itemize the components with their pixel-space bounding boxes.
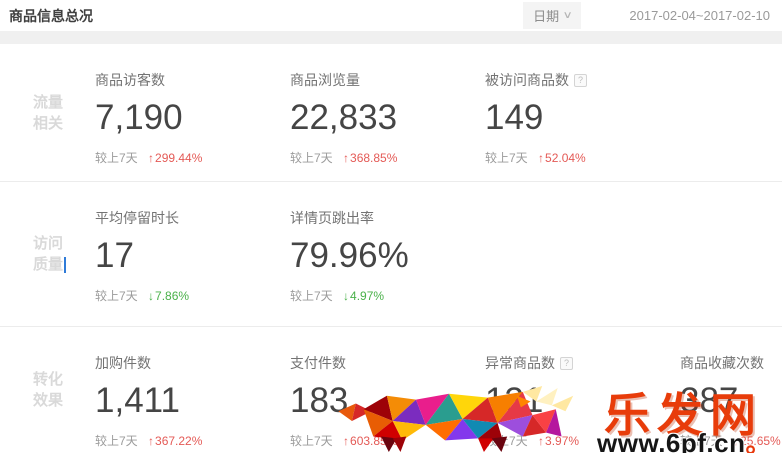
metric-label: 异常商品数 (485, 355, 555, 371)
metric-detail-bounce-rate: 详情页跳出率 79.96% 较上7天 ↓4.97% (290, 182, 485, 326)
compare-label: 较上7天 (95, 434, 138, 448)
up-arrow-icon: ↑ (538, 434, 545, 448)
change-percent: ↑368.85% (343, 151, 398, 165)
header: 商品信息总况 日期 ∨ 2017-02-04~2017-02-10 (0, 0, 782, 31)
metric-value: 1,411 (95, 381, 180, 420)
section-conversion-label: 转化 效果 (33, 370, 64, 409)
metric-visited-products: 被访问商品数 ? 149 较上7天 ↑52.04% (485, 44, 680, 181)
compare-label: 较上7天 (95, 289, 138, 303)
down-arrow-icon: ↓ (343, 289, 350, 303)
watermark-site-url: www.6pf.cn。 (597, 423, 772, 453)
help-icon[interactable]: ? (574, 73, 587, 87)
metric-value: 149 (485, 98, 544, 137)
metrics-row: 平均停留时长 17 较上7天 ↓7.86% 详情页跳出率 79.96% 较上7天… (95, 182, 485, 326)
metric-label: 详情页跳出率 (290, 210, 374, 226)
watermark-site-name: 乐发网 (604, 389, 763, 441)
metric-product-pageviews: 商品浏览量 22,833 较上7天 ↑368.85% (290, 44, 485, 181)
up-arrow-icon: ↑ (148, 151, 155, 165)
up-arrow-icon: ↑ (733, 434, 740, 448)
metric-label: 商品收藏次数 (680, 355, 764, 371)
date-filter-label: 日期 (533, 9, 560, 24)
metric-value: 17 (95, 236, 134, 275)
metric-value: 183 (290, 381, 349, 420)
section-visit-quality: 访问 质量 平均停留时长 17 较上7天 ↓7.86% 详情页跳出率 79.96… (0, 182, 782, 327)
metric-product-favorites: 商品收藏次数 387 较上7天 ↑25.65% (680, 327, 782, 452)
text-cursor-artifact (64, 257, 67, 274)
compare-label: 较上7天 (290, 434, 333, 448)
up-arrow-icon: ↑ (343, 434, 350, 448)
watermark-bull-logo (338, 386, 574, 452)
up-arrow-icon: ↑ (343, 151, 350, 165)
date-range-value: 2017-02-04~2017-02-10 (629, 8, 770, 23)
metric-avg-stay-duration: 平均停留时长 17 较上7天 ↓7.86% (95, 182, 290, 326)
change-percent: ↑299.44% (148, 151, 203, 165)
change-percent: ↓4.97% (343, 289, 385, 303)
change-percent: ↑52.04% (538, 151, 586, 165)
compare-label: 较上7天 (485, 151, 528, 165)
metrics-row: 商品访客数 7,190 较上7天 ↑299.44% 商品浏览量 22,833 较… (95, 44, 680, 181)
down-arrow-icon: ↓ (148, 289, 155, 303)
section-traffic: 流量 相关 商品访客数 7,190 较上7天 ↑299.44% 商品浏览量 22… (0, 44, 782, 182)
metric-product-visitors: 商品访客数 7,190 较上7天 ↑299.44% (95, 44, 290, 181)
change-percent: ↑25.65% (733, 434, 781, 448)
metric-cart-adds: 加购件数 1,411 较上7天 ↑367.22% (95, 327, 290, 452)
chevron-down-icon: ∨ (562, 10, 573, 21)
change-percent: ↓7.86% (148, 289, 190, 303)
metric-value: 7,190 (95, 98, 183, 137)
header-divider-band (0, 31, 782, 44)
up-arrow-icon: ↑ (148, 434, 155, 448)
section-visit-quality-label: 访问 质量 (0, 182, 95, 326)
metric-label: 商品浏览量 (290, 72, 360, 88)
metric-label: 支付件数 (290, 355, 346, 371)
watermark-red-dot: 。 (745, 428, 773, 453)
up-arrow-icon: ↑ (538, 151, 545, 165)
date-filter-dropdown[interactable]: 日期 ∨ (523, 2, 582, 29)
compare-label: 较上7天 (290, 289, 333, 303)
help-icon[interactable]: ? (560, 356, 573, 370)
metric-value: 79.96% (290, 236, 409, 275)
metric-value: 387 (680, 381, 739, 420)
section-traffic-label: 流量 相关 (33, 93, 64, 132)
metric-label: 平均停留时长 (95, 210, 179, 226)
compare-label: 较上7天 (680, 434, 723, 448)
page-title: 商品信息总况 (9, 7, 93, 24)
metric-label: 被访问商品数 (485, 72, 569, 88)
compare-label: 较上7天 (95, 151, 138, 165)
metric-label: 加购件数 (95, 355, 151, 371)
change-percent: ↑3.97% (538, 434, 580, 448)
metric-label: 商品访客数 (95, 72, 165, 88)
compare-label: 较上7天 (290, 151, 333, 165)
change-percent: ↑367.22% (148, 434, 203, 448)
metric-value: 22,833 (290, 98, 398, 137)
